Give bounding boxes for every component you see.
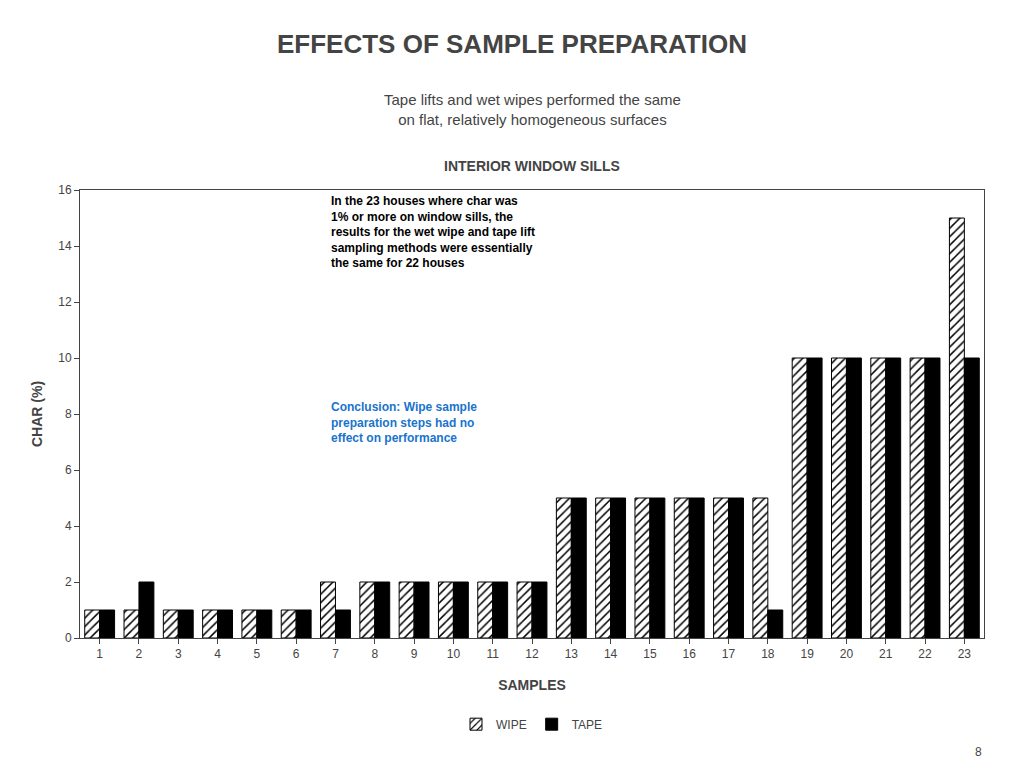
svg-text:2: 2 [136,647,143,661]
svg-text:22: 22 [918,647,932,661]
svg-text:5: 5 [254,647,261,661]
svg-text:20: 20 [840,647,854,661]
svg-text:23: 23 [958,647,972,661]
svg-text:11: 11 [486,647,499,661]
svg-text:6: 6 [65,463,72,477]
svg-text:EFFECTS OF SAMPLE PREPARATION: EFFECTS OF SAMPLE PREPARATION [277,29,747,59]
svg-text:19: 19 [800,647,814,661]
svg-text:16: 16 [683,647,697,661]
svg-text:2: 2 [65,575,72,589]
svg-text:6: 6 [293,647,300,661]
svg-text:15: 15 [643,647,657,661]
svg-text:16: 16 [58,183,72,197]
svg-text:10: 10 [447,647,461,661]
svg-text:SAMPLES: SAMPLES [498,677,566,693]
svg-text:8: 8 [371,647,378,661]
svg-text:4: 4 [214,647,221,661]
svg-text:14: 14 [58,239,72,253]
svg-text:INTERIOR WINDOW SILLS: INTERIOR WINDOW SILLS [444,158,620,174]
svg-text:12: 12 [58,295,72,309]
svg-text:Conclusion: Wipe sampleprepara: Conclusion: Wipe samplepreparation steps… [331,400,477,445]
svg-text:0: 0 [65,631,72,645]
svg-text:1: 1 [96,647,103,661]
svg-text:21: 21 [879,647,893,661]
svg-text:9: 9 [411,647,418,661]
svg-text:12: 12 [525,647,539,661]
svg-text:In the 23 houses where char wa: In the 23 houses where char was1% or mor… [331,194,535,270]
svg-text:18: 18 [761,647,775,661]
svg-text:7: 7 [332,647,339,661]
svg-text:CHAR (%): CHAR (%) [29,381,45,447]
svg-text:8: 8 [975,745,982,759]
svg-text:Tape lifts and wet wipes perfo: Tape lifts and wet wipes performed the s… [384,91,681,128]
svg-text:13: 13 [565,647,579,661]
svg-text:TAPE: TAPE [572,718,602,732]
svg-text:10: 10 [58,351,72,365]
svg-text:3: 3 [175,647,182,661]
svg-text:WIPE: WIPE [496,718,527,732]
svg-text:8: 8 [65,407,72,421]
svg-text:14: 14 [604,647,618,661]
svg-text:4: 4 [65,519,72,533]
svg-text:17: 17 [722,647,736,661]
